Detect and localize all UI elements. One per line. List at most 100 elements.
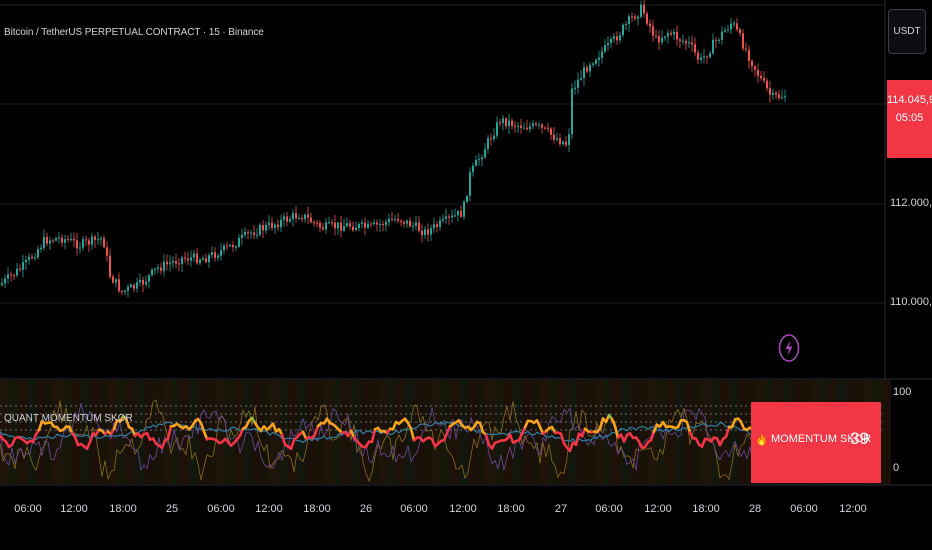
candle-body <box>304 214 306 220</box>
indicator-band <box>477 380 486 484</box>
indicator-scale-bottom: 0 <box>893 462 900 474</box>
candle-body <box>481 157 483 160</box>
candle-body <box>127 286 129 291</box>
indicator-band <box>702 380 711 484</box>
indicator-band <box>27 380 36 484</box>
candle-body <box>466 195 468 202</box>
indicator-band <box>225 380 234 484</box>
candle-body <box>649 23 651 27</box>
indicator-band <box>531 380 540 484</box>
indicator-band <box>405 380 414 484</box>
candle-body <box>244 231 246 235</box>
indicator-band <box>468 380 477 484</box>
price-label-112000: 112.000,0 <box>890 197 932 209</box>
indicator-band <box>72 380 81 484</box>
candle-body <box>7 274 9 279</box>
candle-body <box>25 259 27 263</box>
momentum-score-line <box>649 430 656 442</box>
momentum-score-line <box>724 426 731 438</box>
candle-body <box>235 246 237 248</box>
candle-body <box>34 257 36 259</box>
indicator-series <box>0 399 761 482</box>
candle-body <box>757 69 759 76</box>
indicator-band <box>720 380 729 484</box>
momentum-score-line <box>37 419 44 432</box>
momentum-score-line <box>199 421 206 433</box>
candle-body <box>460 211 462 217</box>
indicator-band <box>306 380 315 484</box>
candle-body <box>577 79 579 88</box>
candle-body <box>652 26 654 36</box>
candle-body <box>301 218 303 220</box>
lightning-alert-icon[interactable] <box>778 333 800 363</box>
symbol-title[interactable]: Bitcoin / TetherUS PERPETUAL CONTRACT · … <box>4 27 264 38</box>
indicator-band <box>414 380 423 484</box>
momentum-score-line <box>112 419 119 431</box>
indicator-band <box>657 380 666 484</box>
candle-body <box>157 267 159 269</box>
candle-body <box>541 124 543 128</box>
indicator-band <box>576 380 585 484</box>
candle-body <box>385 221 387 226</box>
candle-body <box>784 96 786 98</box>
candle-body <box>136 282 138 289</box>
candle-body <box>589 64 591 72</box>
indicator-title[interactable]: QUANT MOMENTUM SKOR <box>4 413 133 424</box>
candle-body <box>637 16 639 19</box>
momentum-score-line <box>166 424 173 441</box>
candle-body <box>472 165 474 173</box>
candle-body <box>433 224 435 229</box>
momentum-score-line <box>559 432 566 445</box>
candle-body <box>634 16 636 19</box>
candle-body <box>556 138 558 140</box>
indicator-band <box>270 380 279 484</box>
candle-body <box>265 224 267 231</box>
candle-body <box>247 231 249 234</box>
candle-body <box>28 256 30 260</box>
indicator-band <box>693 380 702 484</box>
candle-body <box>223 245 225 251</box>
candle-body <box>547 127 549 129</box>
candle-body <box>286 216 288 222</box>
time-label: 12:00 <box>839 503 867 515</box>
currency-button[interactable]: USDT <box>888 9 926 54</box>
candle-body <box>505 118 507 127</box>
candle-body <box>40 247 42 250</box>
time-label: 18:00 <box>692 503 720 515</box>
momentum-score-line <box>700 437 707 448</box>
indicator-band <box>261 380 270 484</box>
candle-body <box>103 238 105 248</box>
candle-body <box>205 258 207 263</box>
indicator-band <box>630 380 639 484</box>
candle-body <box>781 97 783 99</box>
candle-body <box>217 255 219 258</box>
candle-body <box>640 4 642 17</box>
candle-body <box>313 222 315 224</box>
candle-body <box>451 215 453 218</box>
momentum-score-line <box>508 433 515 444</box>
candle-body <box>583 67 585 79</box>
candle-body <box>181 257 183 265</box>
candle-body <box>274 224 276 228</box>
candle-body <box>502 118 504 123</box>
candle-body <box>646 13 648 24</box>
candle-body <box>349 223 351 227</box>
candle-body <box>178 263 180 265</box>
time-label: 12:00 <box>449 503 477 515</box>
candle-body <box>379 224 381 226</box>
candle-body <box>394 219 396 221</box>
candle-body <box>310 217 312 223</box>
candle-body <box>616 36 618 41</box>
candle-body <box>544 127 546 129</box>
candle-body <box>343 226 345 231</box>
indicator-band <box>504 380 513 484</box>
candle-body <box>334 222 336 229</box>
candle-body <box>511 120 513 126</box>
candle-body <box>424 229 426 236</box>
candle-body <box>4 278 6 284</box>
candle-body <box>412 225 414 227</box>
momentum-score-line <box>685 420 692 434</box>
candle-body <box>427 229 429 235</box>
candle-body <box>628 16 630 24</box>
